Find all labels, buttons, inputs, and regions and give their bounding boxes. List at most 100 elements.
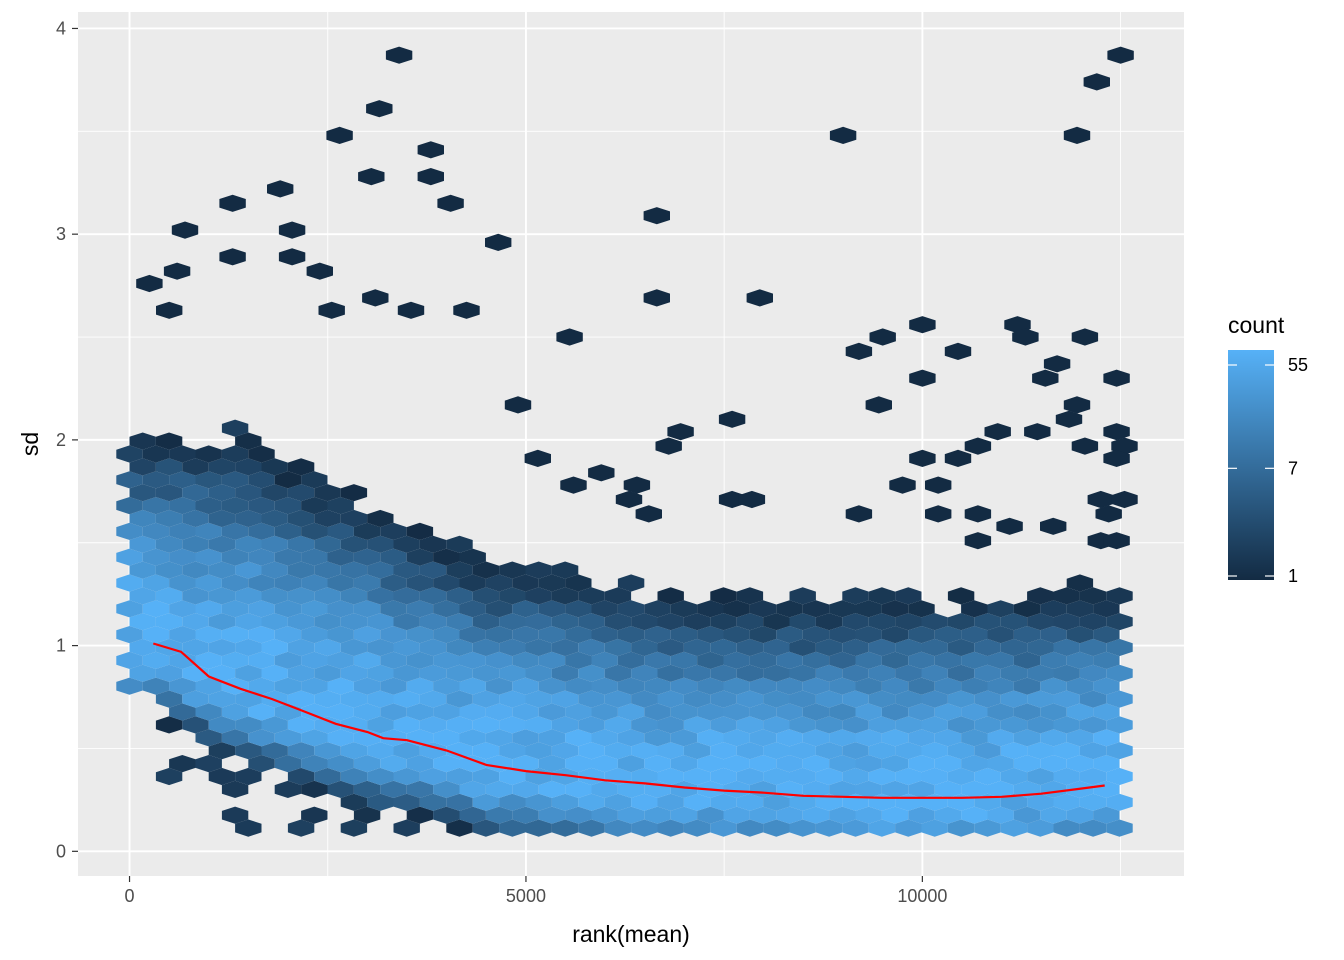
hex-bin bbox=[208, 458, 236, 476]
hex-bin bbox=[908, 755, 935, 773]
hex-bin bbox=[723, 626, 750, 644]
hex-bin bbox=[485, 780, 513, 798]
hex-bin bbox=[380, 755, 407, 773]
hex-bin bbox=[565, 677, 592, 695]
hex-bin bbox=[459, 574, 486, 592]
hex-bin bbox=[1053, 690, 1080, 708]
hex-bin bbox=[657, 767, 684, 786]
hex-bin bbox=[829, 703, 856, 721]
hex-bin bbox=[433, 574, 460, 592]
hex-bin bbox=[934, 703, 962, 721]
hex-bin-outlier bbox=[524, 449, 551, 467]
hex-bin-outlier bbox=[623, 476, 651, 494]
hex-bin bbox=[314, 690, 341, 708]
hex-bin bbox=[1066, 806, 1094, 824]
hex-bin bbox=[631, 664, 658, 682]
hex-bin bbox=[221, 522, 249, 540]
hex-bin-outlier bbox=[643, 207, 670, 225]
hex-bin bbox=[617, 600, 645, 618]
hex-bin bbox=[749, 600, 777, 618]
hex-bin bbox=[934, 806, 962, 824]
hex-bin bbox=[327, 497, 354, 515]
hex-bin bbox=[235, 664, 262, 682]
hex-bin bbox=[393, 613, 420, 631]
hex-bin bbox=[604, 664, 632, 682]
hex-bin bbox=[1079, 587, 1107, 605]
hex-bin-outlier bbox=[909, 449, 936, 467]
hex-bin bbox=[551, 793, 579, 811]
hex-bin bbox=[195, 677, 222, 695]
hex-layer bbox=[116, 46, 1138, 837]
hex-bin bbox=[921, 716, 948, 734]
hex-bin bbox=[551, 664, 579, 682]
hex-bin bbox=[129, 484, 156, 502]
hex-bin bbox=[182, 613, 209, 631]
hex-bin bbox=[987, 626, 1014, 644]
hex-bin bbox=[393, 767, 420, 786]
hex-bin bbox=[961, 755, 988, 773]
hex-bin bbox=[129, 458, 156, 476]
x-tick-label: 0 bbox=[125, 886, 135, 906]
hex-bin bbox=[789, 587, 816, 605]
hex-bin bbox=[499, 716, 526, 734]
hex-bin bbox=[776, 755, 803, 773]
hex-bin bbox=[142, 548, 170, 566]
y-tick-label: 0 bbox=[56, 841, 66, 861]
hex-bin-outlier bbox=[1103, 369, 1130, 387]
hex-bin bbox=[472, 716, 500, 734]
hex-bin bbox=[340, 638, 368, 657]
hex-bin bbox=[921, 767, 948, 786]
hex-bin bbox=[908, 780, 935, 798]
hex-bin bbox=[380, 729, 407, 747]
hex-bin bbox=[116, 445, 143, 463]
hex-bin bbox=[393, 638, 420, 657]
hex-bin bbox=[683, 664, 711, 682]
hex-bin bbox=[155, 509, 183, 528]
hex-bin bbox=[763, 664, 790, 682]
hex-bin bbox=[287, 664, 315, 682]
hex-bin bbox=[525, 561, 552, 579]
trend-line bbox=[152, 642, 1105, 799]
hex-bin bbox=[736, 742, 764, 760]
hex-bin bbox=[789, 819, 816, 837]
hex-bin bbox=[380, 626, 407, 644]
hex-bin bbox=[221, 600, 249, 618]
hex-bin bbox=[142, 574, 170, 592]
x-axis: 0 5000 10000 bbox=[125, 876, 947, 906]
hex-bin-outlier bbox=[267, 180, 294, 198]
hex-bin bbox=[221, 651, 249, 669]
hex-bin bbox=[287, 535, 315, 553]
hex-bin-outlier bbox=[1012, 328, 1039, 346]
hex-bin bbox=[485, 651, 513, 669]
hex-bin bbox=[1106, 742, 1133, 760]
hex-bin bbox=[433, 548, 460, 566]
hex-bin bbox=[697, 677, 724, 695]
hex-bin bbox=[499, 742, 526, 760]
hex-bin bbox=[1066, 574, 1094, 592]
hex-bin bbox=[301, 677, 328, 695]
hex-bin bbox=[512, 729, 539, 747]
hex-bin bbox=[248, 497, 275, 515]
hex-bin-outlier bbox=[1071, 328, 1099, 346]
hex-bin bbox=[736, 819, 764, 837]
hex-bin bbox=[274, 755, 302, 773]
hex-bin-outlier bbox=[1071, 437, 1099, 455]
hex-bin bbox=[446, 690, 473, 708]
hex-bin bbox=[419, 561, 447, 579]
hex-bin bbox=[472, 819, 500, 837]
hex-bin bbox=[657, 742, 684, 760]
hex-bin bbox=[459, 677, 486, 695]
hex-bin bbox=[815, 742, 843, 760]
hex-bin-outlier bbox=[635, 505, 662, 523]
hex-bin bbox=[314, 587, 341, 605]
hex-bin bbox=[248, 755, 275, 773]
hex-bin bbox=[1053, 767, 1080, 786]
hex-bin bbox=[591, 651, 618, 669]
hex-bin bbox=[1053, 793, 1080, 811]
hex-bin bbox=[261, 742, 288, 760]
hex-bin bbox=[749, 755, 777, 773]
hex-bin bbox=[697, 626, 724, 644]
hex-bin bbox=[736, 587, 764, 605]
hex-bin bbox=[169, 600, 196, 618]
hex-bin bbox=[406, 574, 434, 592]
